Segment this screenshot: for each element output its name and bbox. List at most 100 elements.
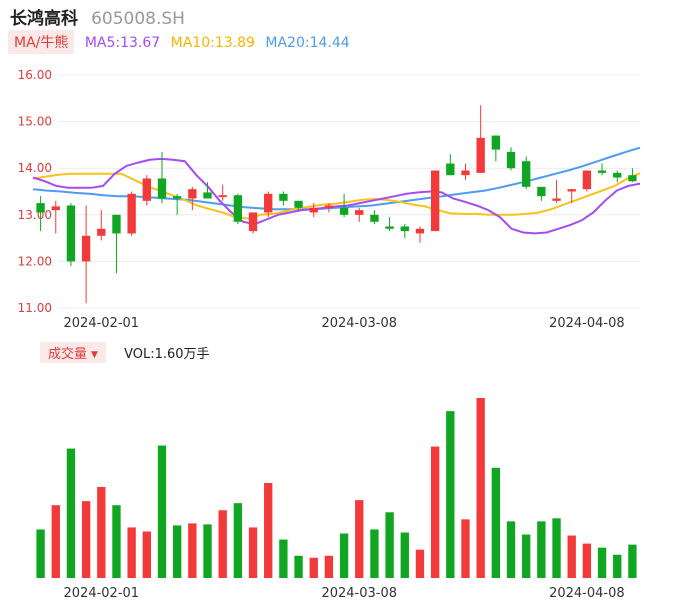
- volume-bar: [66, 448, 76, 578]
- ma5-line: [32, 157, 641, 235]
- candle-down: [294, 200, 303, 208]
- ma20-legend: MA20:14.44: [265, 35, 350, 51]
- candle-down: [597, 170, 607, 173]
- candle-up: [142, 178, 151, 201]
- volume-bar: [415, 549, 425, 578]
- volume-legend-bar: 成交量 ▼ VOL:1.60万手: [40, 342, 210, 363]
- chevron-down-icon: ▼: [91, 349, 98, 360]
- volume-bar: [537, 521, 546, 578]
- stock-header: 长鸿高科 605008.SH: [10, 4, 185, 29]
- candle-down: [385, 226, 394, 229]
- price-y-tick-label: 15.00: [18, 115, 52, 129]
- ma10-line: [32, 172, 641, 220]
- candle-up: [51, 206, 60, 211]
- candle-up: [97, 228, 106, 236]
- volume-bar: [112, 505, 121, 578]
- price-x-tick-label: 2024-03-08: [321, 316, 397, 331]
- candle-up: [552, 198, 561, 201]
- volume-bar: [51, 505, 60, 578]
- candle-down: [400, 226, 409, 232]
- ma20-line: [32, 146, 641, 211]
- price-y-tick-label: 12.00: [18, 254, 52, 268]
- candle-up: [355, 210, 364, 215]
- candle-up: [81, 235, 91, 262]
- volume-bar: [597, 547, 607, 578]
- volume-bar: [97, 486, 106, 578]
- price-y-tick-label: 14.00: [18, 161, 52, 175]
- volume-x-tick-label: 2024-04-08: [549, 586, 625, 601]
- candle-down: [157, 178, 167, 199]
- volume-bar: [613, 554, 622, 578]
- volume-bar: [552, 518, 561, 578]
- volume-bar: [461, 519, 470, 578]
- candle-down: [172, 196, 182, 199]
- candle-up: [127, 193, 136, 234]
- candle-up: [218, 195, 227, 198]
- volume-bar: [81, 501, 91, 578]
- volume-bar: [264, 482, 273, 578]
- candle-down: [339, 207, 349, 215]
- candle-up: [582, 170, 592, 190]
- candle-down: [112, 214, 121, 234]
- candle-down: [613, 172, 622, 178]
- volume-bar: [203, 524, 212, 578]
- volume-bar: [172, 525, 182, 578]
- volume-bar: [324, 555, 334, 578]
- volume-bar: [400, 532, 409, 578]
- volume-bar: [446, 411, 455, 578]
- price-x-tick-label: 2024-04-08: [549, 316, 625, 331]
- candle-up: [461, 170, 470, 176]
- volume-x-tick-label: 2024-02-01: [64, 586, 140, 601]
- price-y-tick-label: 13.00: [18, 208, 52, 222]
- candle-up: [430, 170, 440, 232]
- candle-up: [415, 228, 425, 234]
- volume-bar: [370, 529, 379, 578]
- ma-legend-bar: MA/牛熊 MA5:13.67 MA10:13.89 MA20:14.44: [8, 30, 350, 54]
- volume-bar: [188, 523, 197, 578]
- volume-bar: [157, 445, 167, 578]
- candle-down: [203, 192, 212, 199]
- volume-bar: [142, 531, 151, 578]
- candle-down: [36, 203, 45, 213]
- ma-indicator-selector[interactable]: MA/牛熊: [8, 30, 75, 54]
- volume-indicator-selector[interactable]: 成交量 ▼: [40, 342, 106, 363]
- candle-up: [476, 137, 485, 173]
- volume-bar: [233, 503, 243, 578]
- volume-bar: [294, 555, 303, 578]
- volume-x-tick-label: 2024-03-08: [321, 586, 397, 601]
- volume-bar: [339, 533, 349, 578]
- volume-bar: [522, 534, 531, 578]
- candle-up: [264, 193, 273, 213]
- volume-bar: [430, 446, 440, 578]
- ma5-legend: MA5:13.67: [84, 35, 161, 51]
- stock-name: 长鸿高科: [10, 9, 78, 29]
- candle-up: [324, 205, 334, 208]
- volume-bar: [309, 557, 318, 578]
- volume-bar: [218, 510, 227, 578]
- candle-down: [446, 163, 455, 176]
- volume-bar: [567, 535, 576, 578]
- price-y-tick-label: 11.00: [18, 301, 52, 315]
- price-y-tick-label: 16.00: [18, 68, 52, 82]
- volume-selector-label: 成交量: [48, 347, 88, 362]
- volume-bar: [476, 398, 485, 578]
- volume-bar: [248, 527, 258, 578]
- candle-down: [370, 214, 379, 222]
- volume-bar: [36, 529, 45, 578]
- ma10-legend: MA10:13.89: [170, 35, 255, 51]
- candle-down: [66, 205, 76, 262]
- volume-bar: [506, 521, 516, 578]
- volume-bar: [127, 527, 136, 578]
- volume-bar: [628, 544, 637, 578]
- volume-bar: [279, 539, 288, 578]
- volume-bar: [582, 543, 592, 578]
- stock-code: 605008.SH: [91, 9, 185, 29]
- candle-up: [248, 212, 258, 232]
- candle-down: [506, 151, 516, 169]
- candle-up: [309, 207, 318, 213]
- candle-down: [522, 161, 531, 187]
- price-x-tick-label: 2024-02-01: [64, 316, 140, 331]
- candle-down: [628, 175, 637, 182]
- candle-up: [567, 189, 576, 192]
